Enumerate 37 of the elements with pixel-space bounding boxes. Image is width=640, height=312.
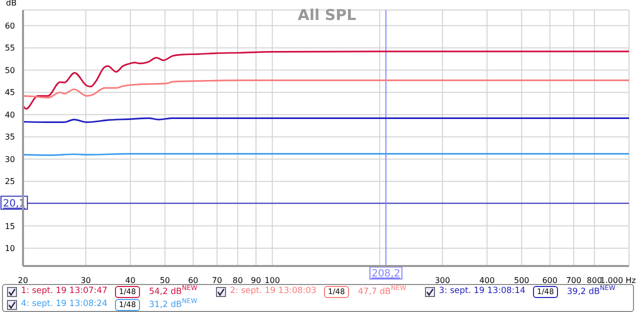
text: 2: sept. 19 13:08:03: [230, 286, 316, 296]
chart-title: All SPL: [298, 6, 357, 24]
y-tick-label: 45: [4, 88, 15, 98]
x-tick-label: 60: [188, 276, 198, 285]
y-tick-label: 55: [4, 44, 15, 53]
ref-line-label: 208,2: [372, 268, 400, 280]
y-axis-title: dB: [6, 0, 17, 8]
x-tick-label: 400: [479, 276, 495, 285]
x-tick-label: 90: [250, 276, 262, 285]
text: 1: sept. 19 13:07:47: [21, 286, 108, 296]
y-tick-label: 15: [4, 222, 15, 231]
x-tick-label: 70: [212, 276, 222, 285]
x-tick-label: 300: [434, 276, 450, 285]
text: 54,2 dB$^{NEW}$: [149, 284, 198, 298]
x-tick-label: 500: [514, 276, 530, 285]
y-tick-label: 10: [4, 244, 15, 254]
y-tick-label: 35: [4, 132, 15, 142]
y-tick-label: 30: [4, 154, 15, 164]
x-tick-label: 100: [264, 276, 280, 285]
x-tick-label: 800: [586, 276, 602, 285]
y-tick-label: 40: [4, 110, 15, 120]
text: 4: sept. 19 13:08:24: [21, 299, 108, 309]
y-tick-label: 50: [4, 66, 15, 75]
x-tick-label: 30: [80, 276, 91, 285]
text: 31,2 dB$^{NEW}$: [149, 297, 198, 311]
x-tick-label: 1.000 Hz: [600, 276, 636, 285]
text: 39,2 dB$^{NEW}$: [567, 284, 616, 298]
y-tick-label: 60: [4, 21, 15, 30]
x-tick-label: 20: [18, 276, 28, 285]
y-tick-label: 25: [4, 177, 15, 186]
x-tick-label: 600: [542, 276, 558, 285]
text: 47,7 dB$^{NEW}$: [358, 284, 406, 298]
x-tick-label: 700: [566, 276, 582, 285]
x-tick-label: 50: [160, 276, 170, 285]
x-tick-label: 40: [125, 276, 136, 285]
text: 3: sept. 19 13:08:14: [439, 286, 526, 296]
x-tick-label: 80: [232, 276, 243, 285]
